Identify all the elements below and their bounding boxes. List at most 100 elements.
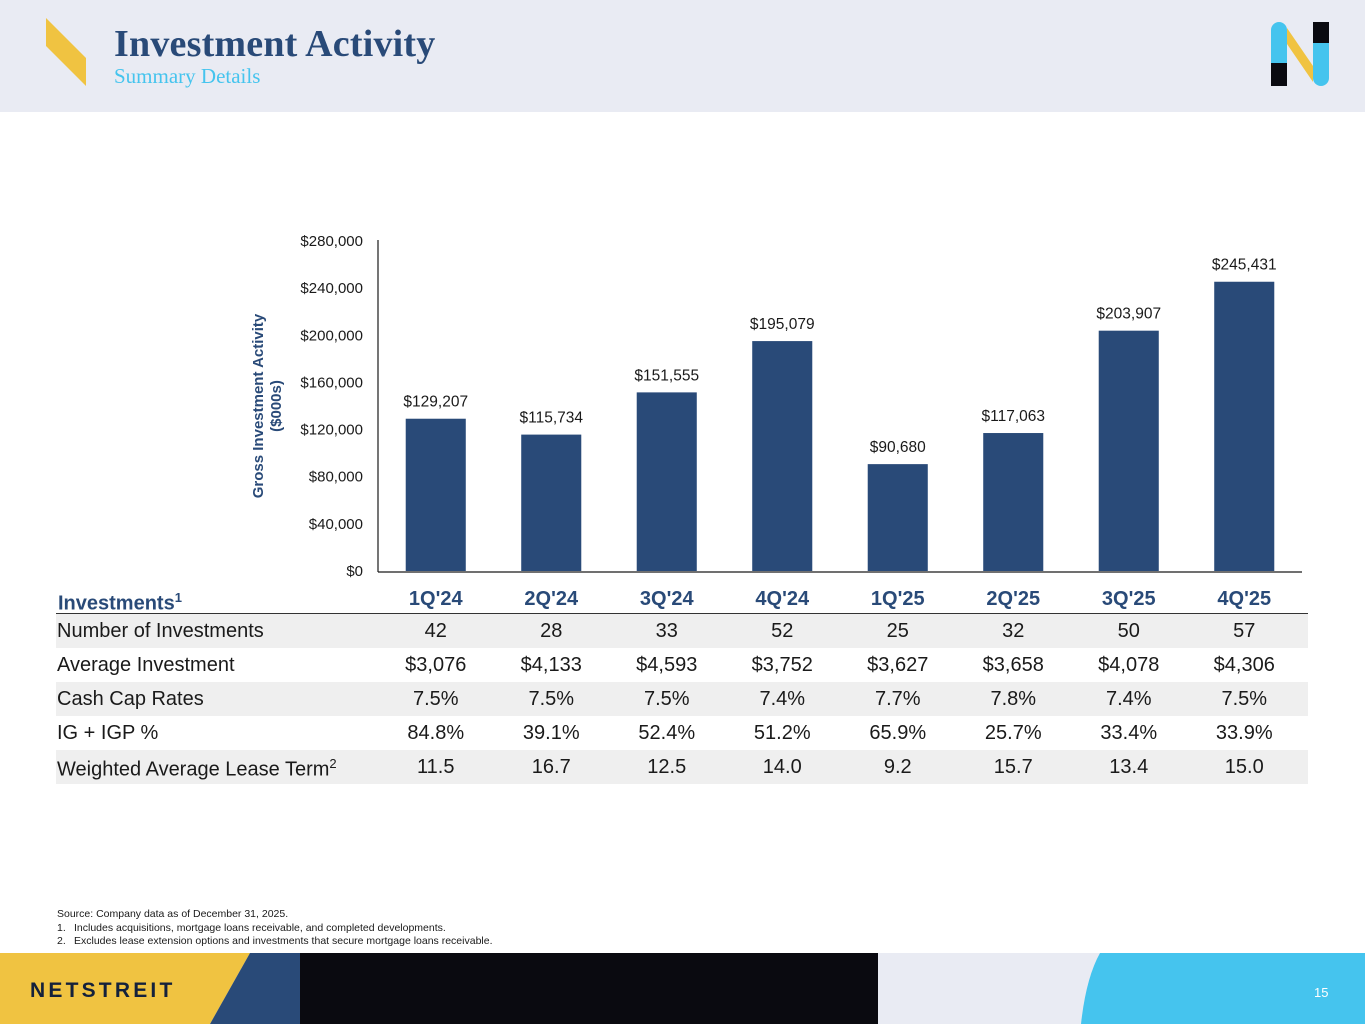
table-header-row: Investments1 1Q'24 2Q'24 3Q'24 4Q'24 1Q'25 2Q… xyxy=(56,582,1308,615)
bar-data-label: $115,734 xyxy=(520,410,584,427)
table-cell: 7.5% xyxy=(643,688,690,710)
table-cell: 7.5% xyxy=(528,688,575,710)
bar-data-label: $151,555 xyxy=(634,367,699,384)
table-cell: 13.4 xyxy=(1109,756,1149,778)
bar-1Q25 xyxy=(867,464,928,571)
footnote-number: 1. xyxy=(57,921,66,934)
table-quarter-header: 4Q'24 xyxy=(755,588,810,610)
footer-brand: NETSTREIT xyxy=(30,979,176,1002)
table-cell: 51.2% xyxy=(753,722,811,744)
y-axis-label: Gross Investment Activity($000s) xyxy=(250,313,285,498)
table-cell: $3,752 xyxy=(751,654,813,676)
bar-data-label: $245,431 xyxy=(1212,257,1277,274)
table-cell: 7.4% xyxy=(759,688,806,710)
bar-4Q25 xyxy=(1214,281,1275,571)
table-cell: $4,078 xyxy=(1098,654,1160,676)
table-row: IG + IGP % 84.8% 39.1% 52.4% 51.2% 65.9% 25.7%… xyxy=(56,716,1308,750)
table-cell: 28 xyxy=(540,620,563,642)
table-cell: 15.0 xyxy=(1224,756,1264,778)
row-label: Number of Investments xyxy=(57,620,264,642)
table-quarter-header: 3Q'24 xyxy=(639,588,694,610)
table-cell: 15.7 xyxy=(993,756,1033,778)
table-cell: $3,627 xyxy=(867,654,929,676)
table-cell: $4,593 xyxy=(636,654,698,676)
table-cell: 50 xyxy=(1117,620,1140,642)
footnote-text: Excludes lease extension options and inv… xyxy=(74,935,493,947)
investments-table: Investments1 1Q'24 2Q'24 3Q'24 4Q'24 1Q'25 2Q… xyxy=(56,582,1308,784)
table-cell: 33.4% xyxy=(1100,722,1158,744)
table-cell: 12.5 xyxy=(647,756,687,778)
table-cell: 14.0 xyxy=(762,756,802,778)
slide-header: Investment Activity Summary Details xyxy=(0,0,1365,112)
table-quarter-header: 2Q'24 xyxy=(524,588,579,610)
y-tick-label: $120,000 xyxy=(300,422,363,439)
table-cell: 16.7 xyxy=(531,756,571,778)
footnotes: Source: Company data as of December 31, … xyxy=(57,908,493,949)
table-cell: 57 xyxy=(1233,620,1256,642)
row-label: Weighted Average Lease Term2 xyxy=(57,756,337,781)
bar-3Q24 xyxy=(636,392,697,571)
table-quarter-header: 1Q'24 xyxy=(408,588,463,610)
table-cell: 65.9% xyxy=(869,722,927,744)
table-cell: 11.5 xyxy=(417,756,455,778)
y-tick-label: $240,000 xyxy=(300,280,363,297)
table-cell: 33 xyxy=(655,620,678,642)
table-row: Weighted Average Lease Term2 11.5 16.7 12.5… xyxy=(56,750,1308,784)
y-tick-label: $200,000 xyxy=(300,327,363,344)
table-quarter-header: 2Q'25 xyxy=(986,588,1041,610)
table-cell: 7.4% xyxy=(1105,688,1152,710)
table-cell: 7.7% xyxy=(874,688,921,710)
table-cell: 7.5% xyxy=(412,688,459,710)
bar-data-label: $195,079 xyxy=(750,316,815,333)
footnote-text: Includes acquisitions, mortgage loans re… xyxy=(74,921,446,934)
table-cell: 52.4% xyxy=(638,722,696,744)
bar-4Q24 xyxy=(752,341,813,571)
source-note: Source: Company data as of December 31, … xyxy=(57,908,289,920)
table-cell: 25 xyxy=(886,620,909,642)
table-cell: $4,306 xyxy=(1213,654,1275,676)
table-cell: 84.8% xyxy=(407,722,465,744)
footnote-ref: 2 xyxy=(329,756,337,771)
y-tick-label: $80,000 xyxy=(309,469,363,486)
y-tick-label: $280,000 xyxy=(300,233,363,250)
table-header-label: Investments1 xyxy=(58,590,182,615)
footnote-number: 2. xyxy=(57,935,66,947)
bar-2Q24 xyxy=(521,434,582,571)
footnote-2: 2. Excludes lease extension options and i… xyxy=(57,935,493,949)
y-axis-ticks: $0 $40,000 $80,000 $120,000 $160,000 $200,000… xyxy=(300,233,363,580)
table-cell: 39.1% xyxy=(522,722,580,744)
bar-data-label: $117,063 xyxy=(982,408,1046,425)
bar-data-label: $129,207 xyxy=(403,394,468,411)
table-cell: $3,076 xyxy=(405,654,467,676)
yellow-chevron-mark xyxy=(46,18,86,86)
table-quarter-header: 3Q'25 xyxy=(1101,588,1156,610)
bar-1Q24 xyxy=(405,418,466,571)
table-quarter-header: 4Q'25 xyxy=(1217,588,1272,610)
bar-data-label: $90,680 xyxy=(870,439,926,456)
row-label: Cash Cap Rates xyxy=(57,688,204,710)
table-cell: $4,133 xyxy=(520,654,582,676)
table-cell: 32 xyxy=(1002,620,1025,642)
row-label: IG + IGP % xyxy=(57,722,159,744)
table-row: Number of Investments 42 28 33 52 25 32 50 57 xyxy=(56,614,1308,648)
table-cell: $3,658 xyxy=(982,654,1044,676)
page-subtitle: Summary Details xyxy=(114,64,261,88)
bar-series xyxy=(405,281,1275,571)
y-tick-label: $40,000 xyxy=(309,516,363,533)
footnote-1: 1. Includes acquisitions, mortgage loans … xyxy=(57,922,493,936)
netstreit-logo-icon xyxy=(1271,22,1329,86)
table-cell: 25.7% xyxy=(984,722,1042,744)
investment-activity-bar-chart: $0 $40,000 $80,000 $120,000 $160,000 $200,000… xyxy=(250,233,1302,580)
table-row: Cash Cap Rates 7.5% 7.5% 7.5% 7.4% 7.7% 7.8% 7.… xyxy=(56,682,1308,716)
footer-band xyxy=(0,953,1365,1024)
table-quarter-header: 1Q'25 xyxy=(870,588,925,610)
page-number: 15 xyxy=(1314,985,1329,1000)
bar-data-label: $203,907 xyxy=(1096,306,1161,323)
bar-3Q25 xyxy=(1098,330,1159,571)
table-cell: 52 xyxy=(771,620,794,642)
table-row: Average Investment $3,076 $4,133 $4,593 $3,7… xyxy=(56,648,1308,682)
page-title: Investment Activity xyxy=(114,23,436,65)
footnote-ref: 1 xyxy=(174,590,182,605)
y-axis-label-group: Gross Investment Activity($000s) xyxy=(250,313,285,498)
y-tick-label: $160,000 xyxy=(300,374,363,391)
